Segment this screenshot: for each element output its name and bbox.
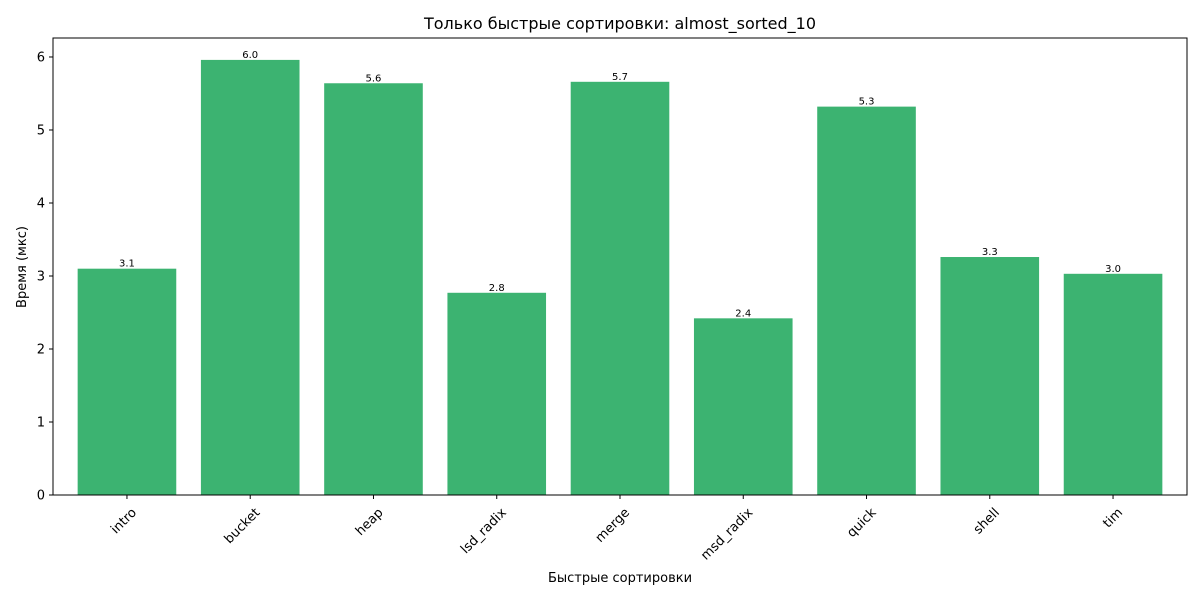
plot-frame <box>52 37 1188 496</box>
x-tick-label-msd_radix: msd_radix <box>698 505 756 563</box>
x-tick-label-heap: heap <box>353 505 387 539</box>
y-tick-label-2: 2 <box>37 342 45 357</box>
bar-intro <box>77 268 177 495</box>
bar-tim <box>1063 273 1163 495</box>
data-label-intro: 3.1 <box>119 259 135 270</box>
bars-group <box>77 59 1163 496</box>
data-label-msd_radix: 2.4 <box>735 308 751 319</box>
data-label-shell: 3.3 <box>982 247 998 258</box>
x-tick-label-quick: quick <box>844 505 880 541</box>
chart-title: Только быстрые сортировки: almost_sorted… <box>423 14 816 34</box>
y-axis-label: Время (мкс) <box>15 226 30 308</box>
bar-quick <box>817 106 916 496</box>
y-tick-label-4: 4 <box>37 196 45 211</box>
data-labels-group: 3.1 6.0 5.6 2.8 5.7 2.4 5.3 3.3 3.0 <box>119 50 1121 319</box>
y-tick-label-0: 0 <box>37 489 45 504</box>
bar-shell <box>940 257 1040 495</box>
x-tick-label-lsd_radix: lsd_radix <box>458 505 510 557</box>
data-label-lsd_radix: 2.8 <box>489 283 505 294</box>
x-tick-label-tim: tim <box>1100 505 1126 531</box>
bar-heap <box>324 83 423 496</box>
data-label-merge: 5.7 <box>612 72 628 83</box>
x-axis-label: Быстрые сортировки <box>548 571 692 586</box>
y-tick-label-3: 3 <box>37 269 45 284</box>
x-tick-label-bucket: bucket <box>222 505 264 547</box>
data-label-quick: 5.3 <box>859 97 875 108</box>
y-tick-label-1: 1 <box>37 415 45 430</box>
bar-bucket <box>200 59 300 495</box>
data-label-bucket: 6.0 <box>242 50 258 61</box>
x-tick-label-intro: intro <box>108 505 140 537</box>
y-tick-label-5: 5 <box>37 123 45 138</box>
data-label-heap: 5.6 <box>366 73 382 84</box>
y-tick-label-6: 6 <box>37 50 45 65</box>
x-axis-ticks: intro bucket heap lsd_radix merge msd_radix qu… <box>108 495 1126 563</box>
y-axis-ticks: 0 1 2 3 4 5 6 <box>37 50 53 504</box>
x-tick-label-merge: merge <box>593 505 633 545</box>
x-tick-label-shell: shell <box>971 505 1003 537</box>
bar-msd_radix <box>693 318 793 495</box>
bar-lsd_radix <box>447 292 547 495</box>
data-label-tim: 3.0 <box>1105 264 1121 275</box>
bar-merge <box>570 81 670 496</box>
